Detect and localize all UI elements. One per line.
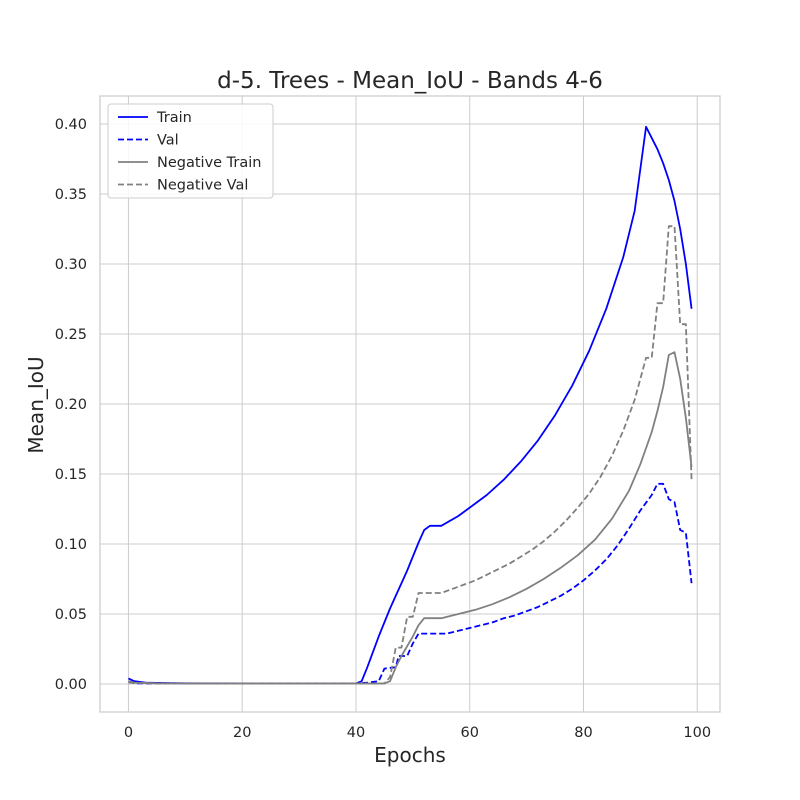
legend: Train Val Negative Train Negative Val <box>107 103 274 199</box>
plot-frame <box>99 95 721 713</box>
legend-box <box>107 103 274 199</box>
series-line-val <box>128 482 693 685</box>
y-tick-label: 0.40 <box>55 117 87 133</box>
legend-label-val: Val <box>157 133 179 149</box>
series-lines <box>128 125 693 685</box>
y-tick-label: 0.35 <box>55 187 87 203</box>
y-tick-label: 0.20 <box>55 397 87 413</box>
y-tick-label: 0.15 <box>55 467 87 483</box>
y-tick-label: 0.25 <box>55 327 87 343</box>
x-tick-label: 40 <box>347 725 365 741</box>
x-tick-label: 80 <box>574 725 592 741</box>
x-tick-label: 100 <box>683 725 711 741</box>
x-tick-labels: 0 20 40 60 80 100 <box>124 725 711 741</box>
y-axis-label: Mean_IoU <box>24 356 48 453</box>
x-tick-label: 60 <box>460 725 478 741</box>
x-axis-label: Epochs <box>374 743 446 767</box>
y-tick-label: 0.30 <box>55 257 87 273</box>
chart-title: d-5. Trees - Mean_IoU - Bands 4-6 <box>217 68 603 94</box>
y-tick-label: 0.00 <box>55 677 87 693</box>
legend-label-train: Train <box>156 110 192 126</box>
grid <box>100 96 720 712</box>
x-tick-label: 20 <box>233 725 251 741</box>
legend-label-negative-train: Negative Train <box>157 155 261 171</box>
series-line-negative-val <box>128 225 693 685</box>
legend-label-negative-val: Negative Val <box>157 178 248 194</box>
x-tick-label: 0 <box>124 725 133 741</box>
y-tick-label: 0.10 <box>55 537 87 553</box>
y-tick-labels: 0.00 0.05 0.10 0.15 0.20 0.25 0.30 0.35 0.40 <box>55 117 87 693</box>
y-tick-label: 0.05 <box>55 607 87 623</box>
